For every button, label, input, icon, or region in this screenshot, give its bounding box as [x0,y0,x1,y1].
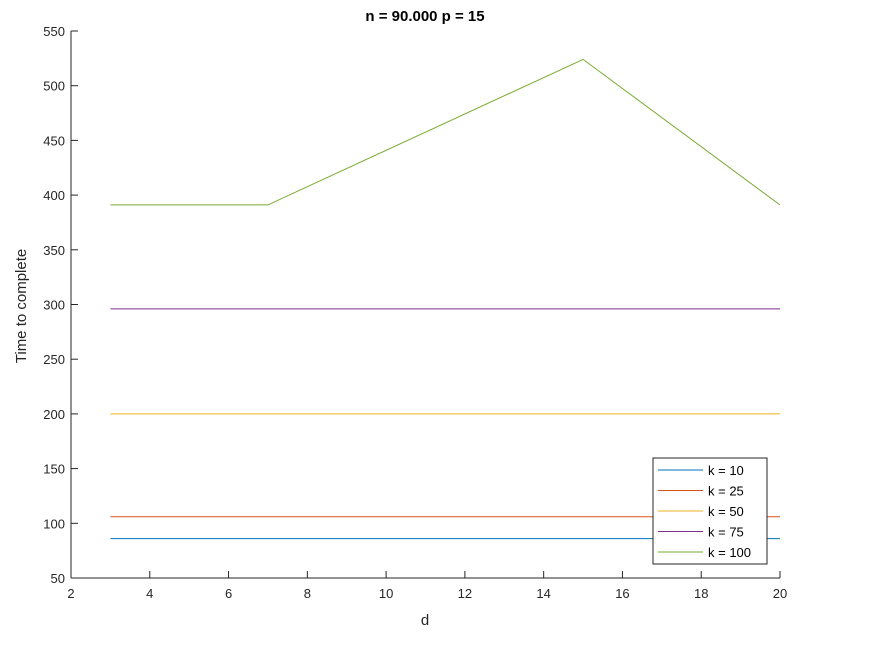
series-line-4 [110,58,781,206]
y-tick-label: 550 [43,24,65,39]
legend-label-0: k = 10 [708,463,744,478]
x-tick-label: 8 [304,586,311,601]
y-tick-label: 50 [51,571,65,586]
y-tick-label: 450 [43,133,65,148]
y-axis-label: Time to complete [13,249,30,364]
y-tick-label: 100 [43,516,65,531]
plot-area: 2 4 6 8 10 12 14 16 18 20 50 100 150 200 250 300 350 400 4… [43,24,787,601]
chart-title: n = 90.000 p = 15 [365,8,484,25]
y-tick-label: 400 [43,188,65,203]
x-tick-label: 6 [225,586,232,601]
y-tick-label: 300 [43,298,65,313]
legend-label-1: k = 25 [708,484,744,499]
legend-label-3: k = 75 [708,525,744,540]
y-tick-label: 200 [43,407,65,422]
x-tick-label: 20 [773,586,787,601]
x-tick-label: 2 [67,586,74,601]
x-tick-label: 14 [536,586,550,601]
legend-label-2: k = 50 [708,504,744,519]
x-axis-label: d [421,612,429,629]
x-tick-label: 16 [615,586,629,601]
legend-label-4: k = 100 [708,545,751,560]
y-tick-label: 350 [43,243,65,258]
x-tick-label: 12 [458,586,472,601]
y-tick-label: 150 [43,462,65,477]
x-tick-label: 10 [379,586,393,601]
legend: k = 10 k = 25 k = 50 k = 75 k = 100 [652,457,768,565]
x-tick-label: 18 [694,586,708,601]
y-tick-label: 500 [43,79,65,94]
x-tick-label: 4 [146,586,153,601]
y-tick-label: 250 [43,352,65,367]
